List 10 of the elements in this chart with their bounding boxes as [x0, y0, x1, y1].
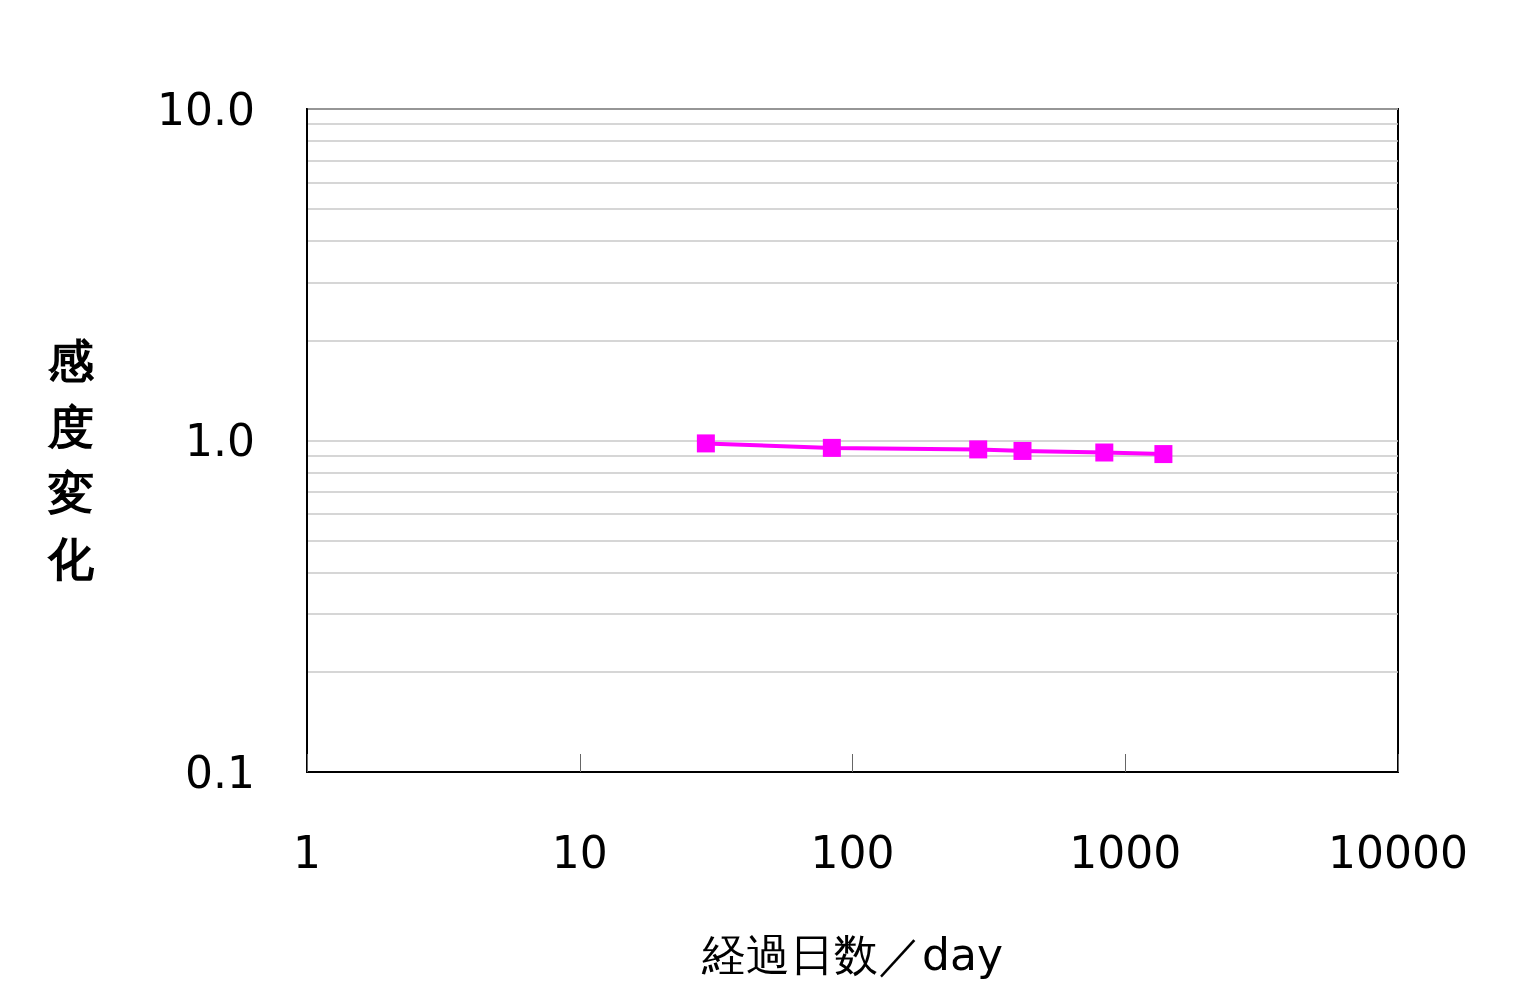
x-tick-label: 10000: [1328, 826, 1468, 878]
x-tick-label: 100: [810, 826, 895, 878]
x-tick-label: 1000: [1069, 826, 1182, 878]
y-tick-label: 1.0: [185, 415, 255, 466]
y-tick-label: 0.1: [185, 746, 255, 798]
y-axis-title: 感度変化: [47, 334, 95, 586]
x-tick-label: 1: [293, 826, 321, 878]
x-axis-title: 経過日数／day: [701, 928, 1003, 980]
y-tick-label: 10.0: [157, 83, 255, 135]
x-tick-label: 10: [551, 826, 608, 878]
